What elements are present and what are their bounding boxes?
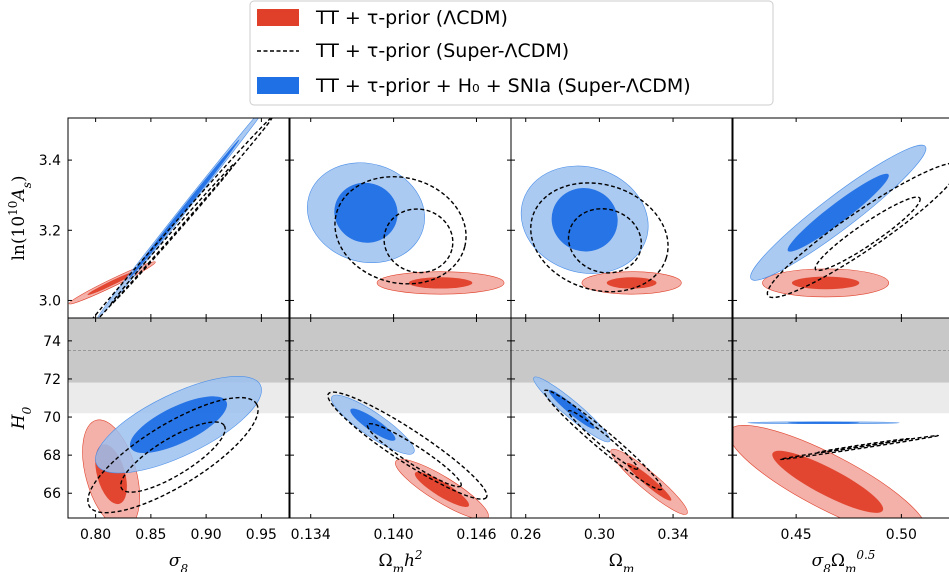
y-tick-label: 70	[43, 410, 61, 426]
lcdm-contour-68	[624, 460, 674, 504]
legend-entry-lcdm: TT + τ-prior (ΛCDM)	[257, 7, 508, 29]
h0-band-light	[290, 383, 511, 413]
panel-0-3	[741, 133, 949, 311]
x-tick-label: 0.45	[781, 527, 812, 543]
x-axis-label-2: Ωm	[609, 551, 635, 572]
x-tick-label: 0.90	[191, 527, 222, 543]
panel-0-0	[67, 97, 275, 346]
legend-entry-h0-snia: TT + τ-prior + H₀ + SNIa (Super-ΛCDM)	[257, 75, 691, 97]
legend: TT + τ-prior (ΛCDM) TT + τ-prior (Super-…	[250, 1, 773, 105]
x-axis-label-3: σ8Ωm0.5	[812, 548, 876, 572]
x-tick-label: 0.34	[657, 527, 688, 543]
lcdm-contour-68	[792, 277, 859, 290]
panel-1-3	[717, 318, 949, 557]
x-tick-label: 0.134	[291, 527, 331, 543]
x-tick-label: 0.26	[510, 527, 541, 543]
y-axis-label-1: H0	[9, 406, 34, 430]
y-tick-label: 74	[43, 334, 61, 350]
legend-label-lcdm: TT + τ-prior (ΛCDM)	[315, 7, 508, 29]
y-tick-label: 66	[43, 486, 61, 502]
panel-1-2	[511, 318, 732, 521]
x-axis-label-1: Ωmh2	[378, 548, 422, 572]
x-tick-label: 0.140	[374, 527, 414, 543]
x-axis-label-0: σ8	[169, 551, 189, 572]
h0-band-light	[733, 383, 949, 413]
y-tick-label: 3.2	[39, 223, 61, 239]
legend-swatch-h0-snia	[257, 77, 299, 94]
y-tick-label: 3.4	[39, 153, 61, 169]
h0-snia-contour-68	[782, 167, 894, 259]
x-tick-label: 0.50	[886, 527, 917, 543]
legend-swatch-lcdm	[257, 9, 299, 26]
h0-snia-contour-68	[788, 422, 860, 424]
super-lcdm-contour-68	[818, 438, 910, 454]
legend-label-super-lcdm: TT + τ-prior (Super-ΛCDM)	[315, 40, 569, 62]
y-tick-label: 68	[43, 448, 61, 464]
legend-label-h0-snia: TT + τ-prior + H₀ + SNIa (Super-ΛCDM)	[315, 75, 691, 97]
lcdm-contour-68	[607, 277, 657, 288]
y-tick-label: 72	[43, 372, 61, 388]
panel-1-1	[290, 318, 511, 528]
panel-grid: 0.80 0.85 0.90 0.95 0.134 0.140 0.146 0.26 0.30 0…	[6, 97, 949, 572]
x-tick-label: 0.85	[135, 527, 166, 543]
x-tick-label: 0.95	[246, 527, 277, 543]
y-axis-label-0: ln(1010As)	[6, 175, 34, 260]
panel-0-1	[295, 149, 504, 298]
y-tick-label: 3.0	[39, 293, 61, 309]
panel-0-2	[508, 150, 682, 308]
x-tick-label: 0.30	[584, 527, 615, 543]
x-tick-label: 0.146	[456, 527, 496, 543]
x-tick-label: 0.80	[80, 527, 111, 543]
panel-1-0	[68, 318, 289, 535]
